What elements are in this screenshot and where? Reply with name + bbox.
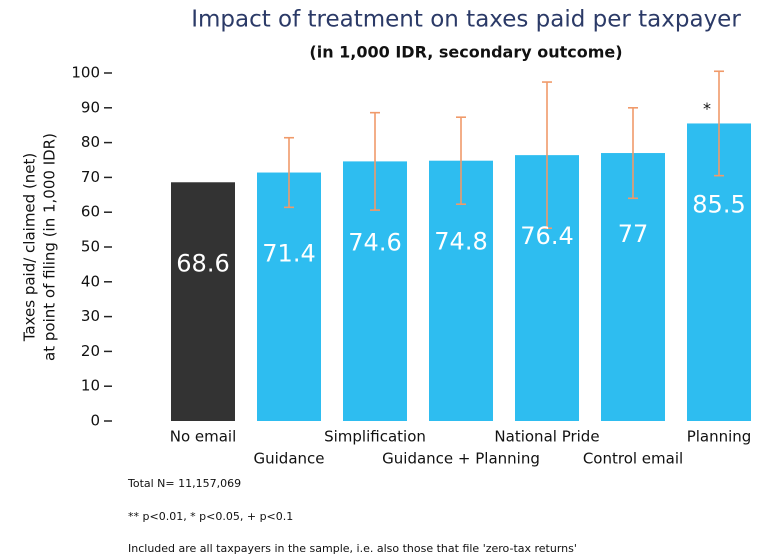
annotation: * (703, 99, 711, 118)
value-label: 77 (618, 220, 649, 248)
value-label: 74.8 (434, 228, 487, 256)
y-axis-label-line: Taxes paid/ claimed (net) (21, 153, 39, 343)
value-label: 76.4 (520, 222, 573, 250)
x-tick-label: Simplification (324, 428, 426, 446)
bar (171, 182, 235, 421)
y-tick-label: 20 (81, 342, 100, 360)
footnote: ** p<0.01, * p<0.05, + p<0.1 (128, 510, 293, 523)
x-tick-label: Control email (583, 450, 683, 468)
value-label: 85.5 (692, 190, 745, 218)
y-axis-label: Taxes paid/ claimed (net) at point of fi… (21, 133, 59, 361)
y-axis-label-line: at point of filing (in 1,000 IDR) (41, 133, 59, 361)
x-tick-label: Guidance (254, 450, 325, 468)
value-label: 68.6 (176, 249, 229, 277)
x-tick-label: No email (170, 428, 237, 446)
y-tick-label: 40 (81, 272, 100, 290)
footnote: Total N= 11,157,069 (127, 477, 241, 490)
chart-title: Impact of treatment on taxes paid per ta… (191, 7, 741, 33)
y-tick-label: 70 (81, 168, 100, 186)
y-tick-label: 80 (81, 133, 100, 151)
x-tick-label: Guidance + Planning (382, 450, 540, 468)
footnote: Included are all taxpayers in the sample… (128, 542, 577, 555)
value-label: 74.6 (348, 228, 401, 256)
value-label: 71.4 (262, 240, 315, 268)
y-tick-label: 0 (90, 412, 100, 430)
y-tick-label: 60 (81, 203, 100, 221)
y-tick-label: 30 (81, 307, 100, 325)
y-tick-label: 90 (81, 98, 100, 116)
x-tick-label: Planning (687, 428, 752, 446)
x-tick-label: National Pride (494, 428, 599, 446)
y-tick-label: 100 (71, 64, 100, 82)
y-tick-label: 50 (81, 238, 100, 256)
bar (257, 172, 321, 421)
y-tick-label: 10 (81, 377, 100, 395)
chart-subtitle: (in 1,000 IDR, secondary outcome) (309, 43, 622, 62)
